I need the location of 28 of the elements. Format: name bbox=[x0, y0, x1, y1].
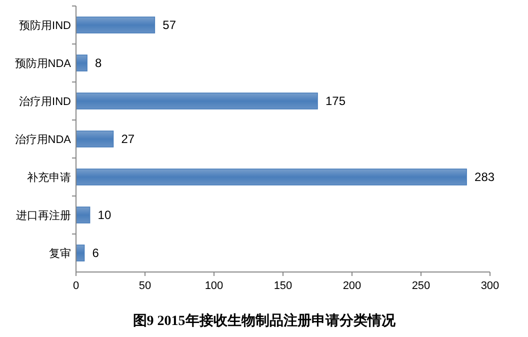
y-tick-label: 治疗用IND bbox=[19, 95, 72, 108]
y-tick-label: 进口再注册 bbox=[16, 209, 71, 222]
bar bbox=[76, 16, 156, 34]
x-tick-label: 150 bbox=[274, 280, 292, 292]
data-label: 57 bbox=[162, 18, 176, 32]
x-tick-label: 50 bbox=[138, 280, 152, 292]
y-tick-label: 复审 bbox=[49, 247, 71, 260]
data-label: 27 bbox=[121, 132, 135, 146]
x-tick-label: 0 bbox=[72, 280, 80, 292]
y-tick-label: 预防用IND bbox=[19, 19, 72, 32]
bar bbox=[76, 206, 90, 224]
x-tick-label: 300 bbox=[480, 280, 500, 292]
data-label: 6 bbox=[92, 246, 100, 260]
y-tick-label: 治疗用NDA bbox=[14, 133, 72, 146]
bar bbox=[76, 168, 467, 186]
data-label: 283 bbox=[474, 170, 495, 184]
text: 图9 2015年接收生物制品注册申请分类情况 bbox=[132, 312, 396, 329]
bar bbox=[76, 130, 114, 148]
x-tick-label: 200 bbox=[342, 280, 362, 292]
data-label: 10 bbox=[98, 208, 112, 222]
data-label: 8 bbox=[95, 56, 102, 70]
x-tick-label: 250 bbox=[412, 280, 430, 292]
bar bbox=[76, 54, 88, 72]
y-tick-label: 补充申请 bbox=[27, 171, 71, 184]
y-tick-label: 预防用NDA bbox=[14, 57, 72, 70]
x-tick-label: 100 bbox=[204, 280, 224, 292]
data-label: 175 bbox=[326, 94, 346, 108]
bar bbox=[76, 92, 318, 110]
